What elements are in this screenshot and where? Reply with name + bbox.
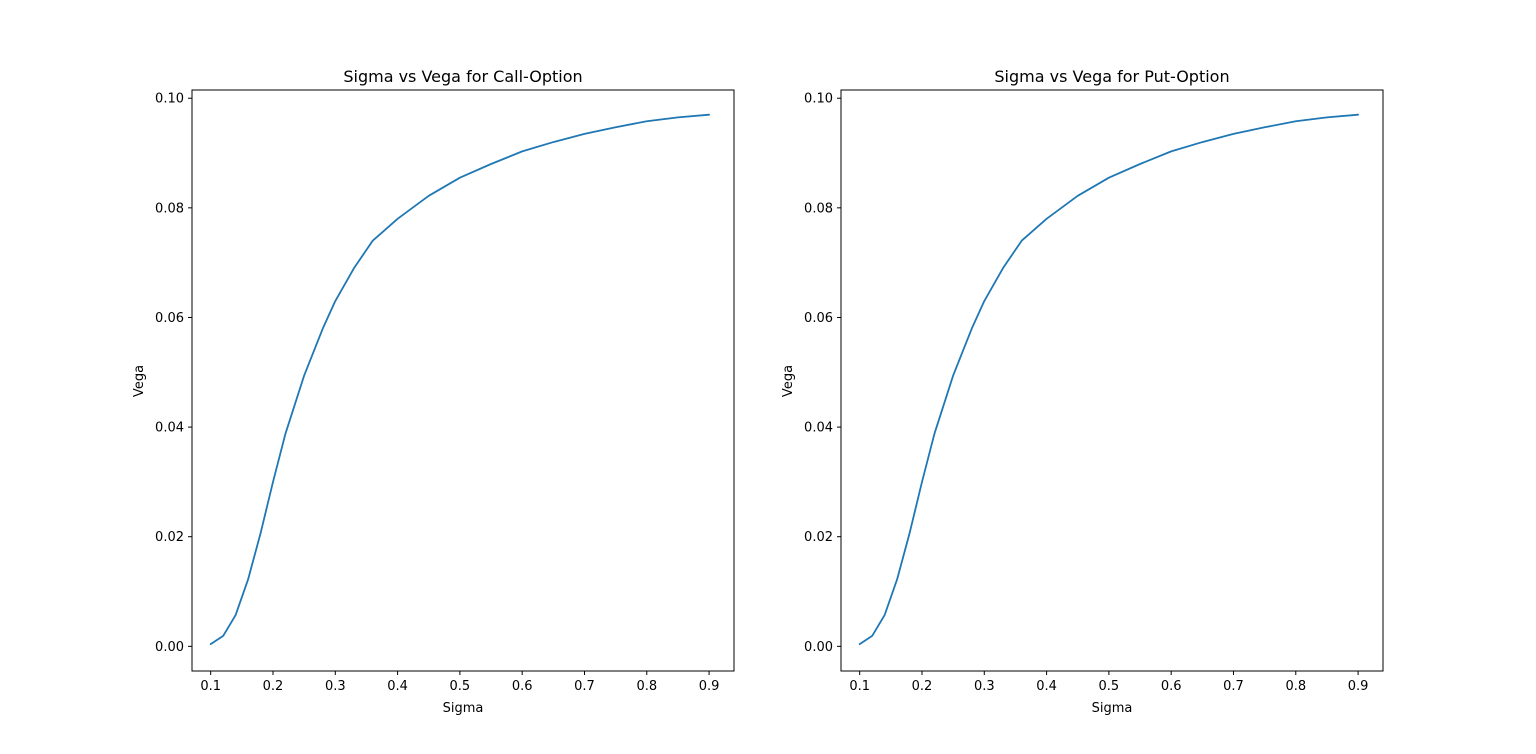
x-tick-label: 0.3 [974,679,995,694]
plot-area: 0.1 0.2 0.3 0.4 0.5 0.6 0.7 0.8 0.9 0.00 0.02 0.04 0… [155,89,735,694]
y-tick-label: 0.08 [155,201,184,216]
y-tick-label: 0.10 [155,92,184,107]
y-tick-label: 0.02 [155,530,184,545]
y-tick-label: 0.04 [155,421,184,436]
y-tick-label: 0.00 [155,640,184,655]
x-axis-label: Sigma [443,701,484,716]
y-axis-label: Vega [132,365,147,397]
x-tick-label: 0.1 [849,679,870,694]
x-tick-label: 0.5 [450,679,471,694]
x-tick-label: 0.2 [263,679,284,694]
x-tick-label: 0.2 [912,679,933,694]
x-tick-label: 0.4 [1036,679,1057,694]
y-tick-label: 0.06 [155,311,184,326]
subplot-call-option: Sigma vs Vega for Call-Option Sigma Vega… [132,67,735,716]
x-tick-label: 0.4 [387,679,408,694]
chart-title: Sigma vs Vega for Put-Option [994,67,1229,86]
series-line [858,113,1359,646]
x-tick-label: 0.5 [1099,679,1120,694]
x-tick-label: 0.9 [1348,679,1369,694]
y-tick-label: 0.10 [804,92,833,107]
x-tick-label: 0.8 [636,679,657,694]
subplot-put-option: Sigma vs Vega for Put-Option Sigma Vega … [781,67,1384,716]
x-axis-label: Sigma [1092,701,1133,716]
x-tick-label: 0.9 [699,679,720,694]
axes-frame [840,89,1384,672]
y-tick-label: 0.04 [804,421,833,436]
x-tick-label: 0.6 [512,679,533,694]
y-tick-label: 0.00 [804,640,833,655]
x-tick-label: 0.7 [574,679,595,694]
plot-area: 0.1 0.2 0.3 0.4 0.5 0.6 0.7 0.8 0.9 0.00 0.02 0.04 0… [804,89,1384,694]
chart-title: Sigma vs Vega for Call-Option [343,67,582,86]
axes-frame [191,89,735,672]
x-tick-label: 0.7 [1223,679,1244,694]
x-tick-label: 0.6 [1161,679,1182,694]
y-axis-label: Vega [781,365,796,397]
y-tick-label: 0.08 [804,201,833,216]
series-line [209,113,710,646]
x-tick-label: 0.8 [1285,679,1306,694]
y-tick-label: 0.06 [804,311,833,326]
x-tick-label: 0.3 [325,679,346,694]
x-tick-label: 0.1 [200,679,221,694]
y-tick-label: 0.02 [804,530,833,545]
